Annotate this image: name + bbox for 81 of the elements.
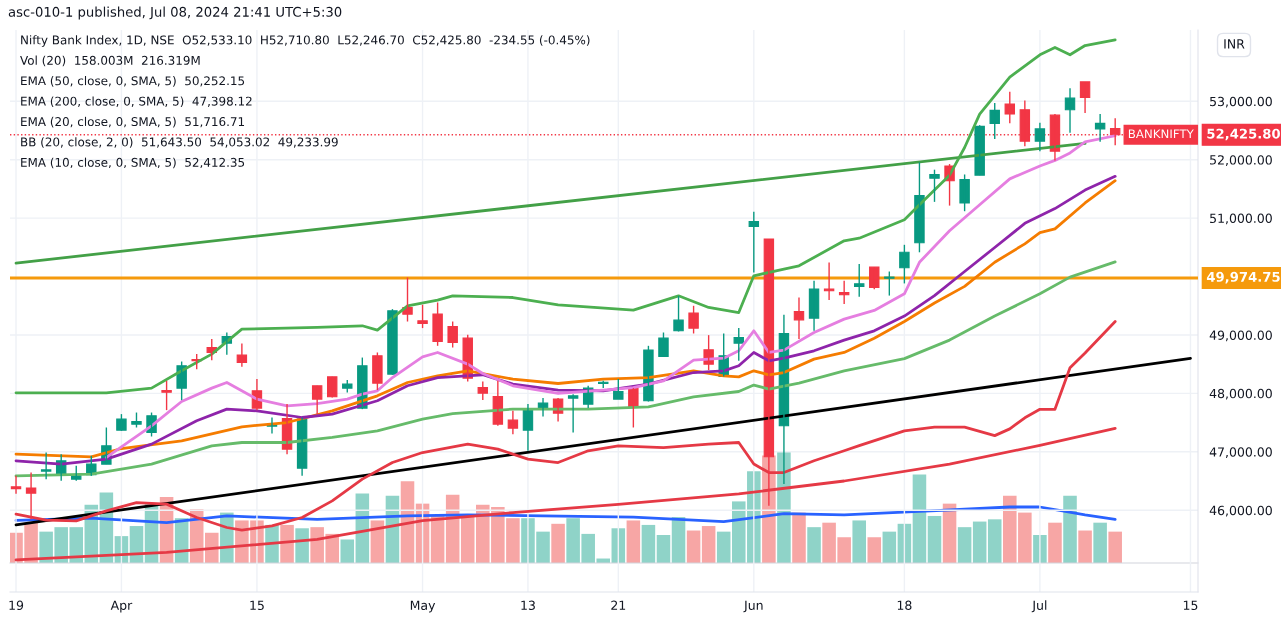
annotation: EMA (10, close, 0, SMA, 5) 52,412.35 [21,157,245,169]
candlestick [567,393,579,434]
x-tick-label: 13 [521,600,535,611]
candlestick [387,308,398,376]
candlestick [477,380,489,401]
candlestick [974,124,985,176]
bar [927,515,942,563]
annotation: EMA (20, close, 0, SMA, 5) 51,716.71 [21,116,245,128]
bar [852,520,866,563]
bar [882,531,897,563]
candlestick [733,327,744,362]
x-tick-label: 19 [9,600,24,611]
candlestick [989,102,1000,140]
bar [807,527,821,563]
bar [656,535,671,563]
x-tick-label: 21 [611,600,626,610]
candlestick [869,266,880,291]
line-series [14,320,1117,532]
bar [295,528,309,563]
x-tick-label: Jul [1031,600,1047,613]
annotation: Vol (20) 158.003M 216.319M [20,55,200,67]
candlestick [372,351,383,391]
bar [626,520,641,563]
bar [716,531,731,563]
candlestick [929,168,940,203]
y-tick-label: 47,000.00 [1209,447,1272,458]
x-tick-label: 15 [250,600,264,611]
annotation: BB (20, close, 2, 0) 51,643.50 54,053.02 49,233.99 [21,137,338,148]
y-tick-label: 48,000.00 [1209,388,1272,400]
x-tick-label: Apr [110,600,133,613]
candlestick [673,295,684,333]
candlestick [959,173,970,212]
bar [340,539,355,563]
ref-line-label: 49,974.75 [1206,271,1280,284]
annotation: EMA (50, close, 0, SMA, 5) 50,252.15 [21,76,245,87]
bar [1093,522,1107,563]
candlestick [613,378,624,400]
bar [957,527,972,563]
bar [641,524,656,563]
bar [1078,530,1092,563]
candlestick [1004,91,1016,125]
bar [1063,495,1077,563]
x-tick-label: May [410,600,436,613]
bar [1048,522,1062,563]
annotation: BANKNIFTY [1128,129,1194,139]
candlestick [658,331,669,358]
bar [1108,531,1122,563]
y-tick-label: 52,000.00 [1210,155,1272,166]
candlestick [688,305,699,335]
candlestick [432,301,443,347]
bar [972,521,987,563]
y-tick-label: 51,000.00 [1210,213,1272,225]
annotation: EMA (200, close, 0, SMA, 5) 47,398.12 [21,96,252,108]
bar [686,530,701,563]
bar [792,512,806,563]
bar [551,523,565,563]
candlestick [853,263,865,298]
chart-title: asc-010-1 published, Jul 08, 2024 21:41 UTC+5:30 [8,6,342,20]
candlestick [326,376,338,399]
bar [987,519,1002,563]
candlestick [417,304,428,329]
line-series [14,260,1117,478]
bar [867,537,882,563]
y-tick-label: 46,000.00 [1209,505,1272,517]
candlestick [40,451,52,480]
x-tick-label: Jun [743,600,763,613]
x-tick-label: 18 [897,600,912,611]
text: INR [1224,39,1245,49]
annotation: Nifty Bank Index, 1D, NSE O52,533.10 H52,710.80 L52,246.70 C52,425.80 -234.55 (-0.45%) [21,35,590,47]
candlestick [899,244,910,285]
bar [204,532,219,563]
ref-line-label: 52,425.80 [1207,128,1280,141]
y-tick-label: 53,000.00 [1210,96,1272,108]
candlestick [161,380,172,411]
candlestick [884,270,895,297]
bar [912,474,927,563]
x-tick-label: 15 [1183,600,1198,611]
candlestick [447,320,458,349]
bar [280,524,294,563]
y-tick-label: 49,000.00 [1209,330,1272,342]
bar [701,526,716,563]
